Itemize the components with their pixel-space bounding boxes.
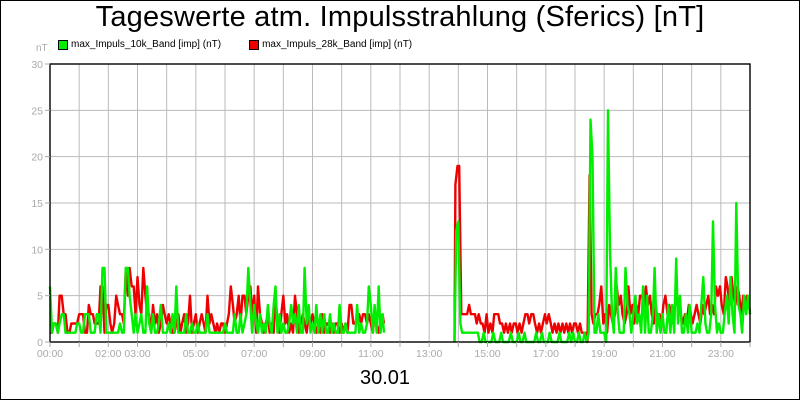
legend-swatch-red-icon [249, 39, 260, 50]
legend-item-28k: max_Impuls_28k_Band [imp] (nT) [249, 39, 412, 50]
legend-swatch-green-icon [58, 39, 68, 50]
x-tick-label: 23:00 [708, 348, 734, 360]
y-axis-unit: nT [36, 43, 48, 54]
x-axis-date-label: 30.01 [360, 367, 411, 389]
y-tick-label: 10 [31, 244, 43, 256]
x-tick-label: 05:00 [183, 348, 209, 360]
y-tick-label: 20 [31, 152, 43, 164]
x-tick-label: 17:00 [533, 348, 559, 360]
y-tick-label: 25 [31, 105, 43, 117]
x-tick-label: 15:00 [474, 348, 500, 360]
chart-title: Tageswerte atm. Impulsstrahlung (Sferics… [95, 1, 705, 33]
series-line-10k [48, 266, 386, 334]
y-tick-label: 0 [37, 337, 43, 349]
x-tick-label: 21:00 [649, 348, 675, 360]
y-tick-label: 15 [31, 198, 43, 210]
x-tick-label: 00:00 [37, 348, 63, 360]
x-tick-label: 19:00 [591, 348, 617, 360]
x-tick-label: 02:00 03:00 [95, 348, 151, 360]
y-tick-label: 5 [37, 291, 43, 303]
legend-label-10k: max_Impuls_10k_Band [imp] (nT) [71, 39, 222, 50]
legend-item-10k: max_Impuls_10k_Band [imp] (nT) [58, 39, 221, 50]
legend-label-28k: max_Impuls_28k_Band [imp] (nT) [262, 39, 413, 50]
x-tick-label: 11:00 [358, 348, 384, 360]
y-tick-label: 30 [31, 59, 43, 71]
x-tick-label: 09:00 [299, 348, 325, 360]
x-tick-label: 07:00 [241, 348, 267, 360]
x-tick-label: 13:00 [416, 348, 442, 360]
chart-legend: max_Impuls_10k_Band [imp] (nT) max_Impul… [58, 39, 440, 50]
